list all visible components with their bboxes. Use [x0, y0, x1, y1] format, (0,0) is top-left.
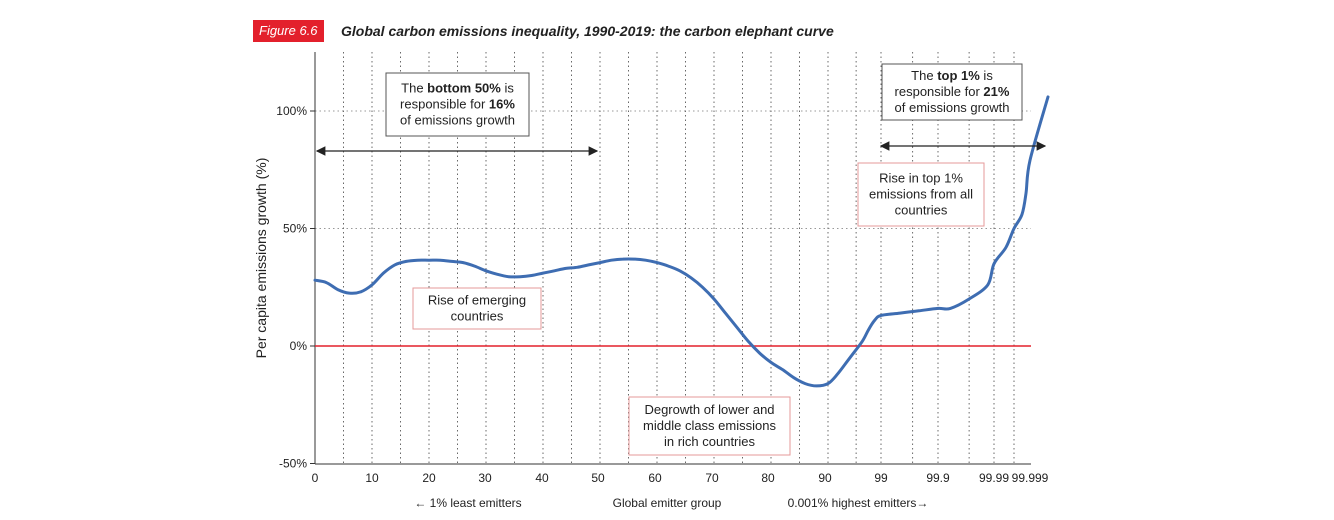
elephant-curve	[313, 95, 1050, 388]
annotation-text-degrowth: Degrowth of lower and	[644, 402, 774, 417]
annotation-text-bottom50: The bottom 50% is	[401, 81, 514, 96]
x-tick-label: 20	[422, 471, 436, 485]
annotation-box-top1	[881, 63, 1023, 121]
x-axis-label: Global emitter group	[613, 496, 722, 510]
annotation-text-rise-top1: countries	[895, 203, 948, 218]
x-note-left: ← 1% least emitters	[414, 496, 521, 510]
y-tick-label: 50%	[283, 222, 307, 236]
x-tick-label: 99.9	[926, 471, 950, 485]
y-tick-label: -50%	[279, 457, 307, 471]
y-tick-label: 100%	[276, 104, 307, 118]
x-tick-label: 80	[761, 471, 775, 485]
annotation-text-top1: of emissions growth	[895, 100, 1010, 115]
y-tick-label: 0%	[290, 339, 308, 353]
annotation-text-bottom50: responsible for 16%	[400, 97, 515, 112]
annotation-text-bottom50: of emissions growth	[400, 113, 515, 128]
annotation-text-degrowth: middle class emissions	[643, 418, 776, 433]
y-axis-label: Per capita emissions growth (%)	[253, 158, 269, 359]
x-tick-label: 99	[874, 471, 888, 485]
annotation-text-rise-top1: emissions from all	[869, 187, 973, 202]
annotation-text-emerging: Rise of emerging	[428, 293, 526, 308]
x-tick-label: 30	[478, 471, 492, 485]
annotation-text-degrowth: in rich countries	[664, 434, 756, 449]
x-tick-label: 60	[648, 471, 662, 485]
x-tick-label: 70	[705, 471, 719, 485]
annotation-text-top1: responsible for 21%	[895, 84, 1010, 99]
x-tick-label: 40	[535, 471, 549, 485]
annotation-box-bottom50	[385, 72, 530, 137]
x-tick-label: 99.999	[1012, 471, 1049, 485]
annotation-box-rise-top1	[857, 162, 985, 227]
annotation-box-degrowth	[628, 396, 791, 456]
x-tick-label: 99.99	[979, 471, 1009, 485]
annotation-text-rise-top1: Rise in top 1%	[879, 171, 963, 186]
figure-badge: Figure 6.6	[253, 20, 324, 42]
x-tick-label: 10	[365, 471, 379, 485]
x-tick-label: 90	[818, 471, 832, 485]
figure-title: Global carbon emissions inequality, 1990…	[341, 23, 834, 39]
annotation-text-top1: The top 1% is	[911, 68, 993, 83]
x-tick-label: 50	[591, 471, 605, 485]
annotation-text-emerging: countries	[451, 309, 504, 324]
annotation-box-emerging	[412, 287, 542, 330]
x-tick-label: 0	[312, 471, 319, 485]
x-note-right: 0.001% highest emitters→	[788, 496, 929, 510]
